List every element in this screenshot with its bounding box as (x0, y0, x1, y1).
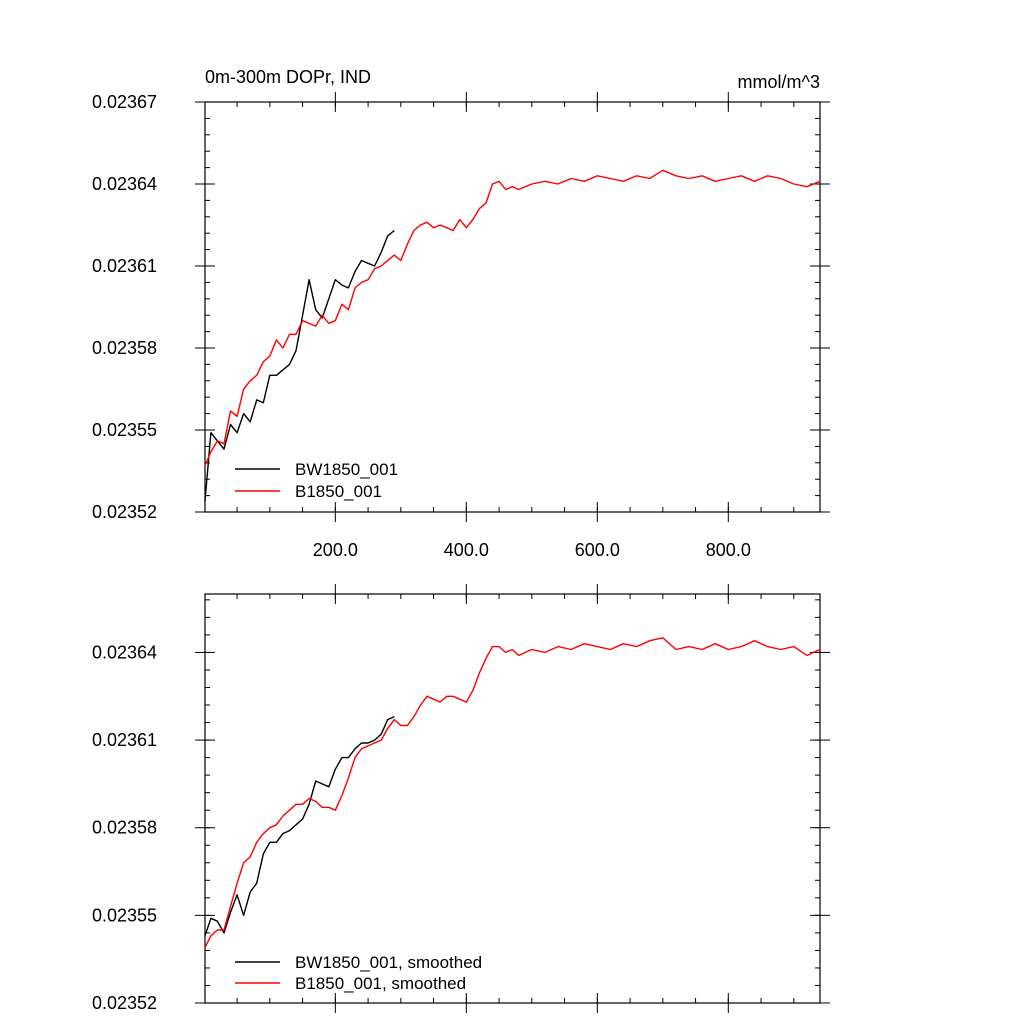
bottom-legend-label: BW1850_001, smoothed (295, 953, 482, 972)
bottom-y-tick-label: 0.02361 (92, 730, 157, 750)
top-x-tick-label: 600.0 (575, 540, 620, 560)
top-x-tick-label: 800.0 (706, 540, 751, 560)
top-x-tick-label: 200.0 (313, 540, 358, 560)
top-y-tick-label: 0.02364 (92, 174, 157, 194)
bottom-y-tick-label: 0.02358 (92, 818, 157, 838)
top-y-tick-label: 0.02355 (92, 420, 157, 440)
top-x-tick-label: 400.0 (444, 540, 489, 560)
top-y-tick-label: 0.02358 (92, 338, 157, 358)
bottom-plot-frame (204, 593, 821, 1004)
top-series-line-bw1850 (204, 229, 395, 502)
bottom-y-tick-label: 0.02364 (92, 642, 157, 662)
top-series-line-b1850 (204, 169, 821, 466)
top-y-tick-label: 0.02352 (92, 502, 157, 522)
bottom-y-tick-label: 0.02352 (92, 993, 157, 1013)
top-legend-label: BW1850_001 (295, 460, 398, 479)
top-legend-label: B1850_001 (295, 482, 382, 501)
bottom-series-line-b1850 (204, 637, 821, 948)
top-y-tick-label: 0.02367 (92, 92, 157, 112)
bottom-legend-label: B1850_001, smoothed (295, 974, 466, 993)
top-panel: 0m-300m DOPr, IND mmol/m^3 0.02352 0.0235… (92, 67, 830, 560)
top-title-left: 0m-300m DOPr, IND (205, 67, 371, 87)
bottom-series-line-bw1850 (204, 716, 395, 937)
top-plot-frame (204, 101, 821, 513)
top-title-right: mmol/m^3 (738, 72, 820, 92)
bottom-panel: 0.02352 0.02355 0.02358 0.02361 0.02364 BW185… (92, 584, 830, 1013)
top-y-tick-label: 0.02361 (92, 256, 157, 276)
bottom-y-tick-label: 0.02355 (92, 905, 157, 925)
